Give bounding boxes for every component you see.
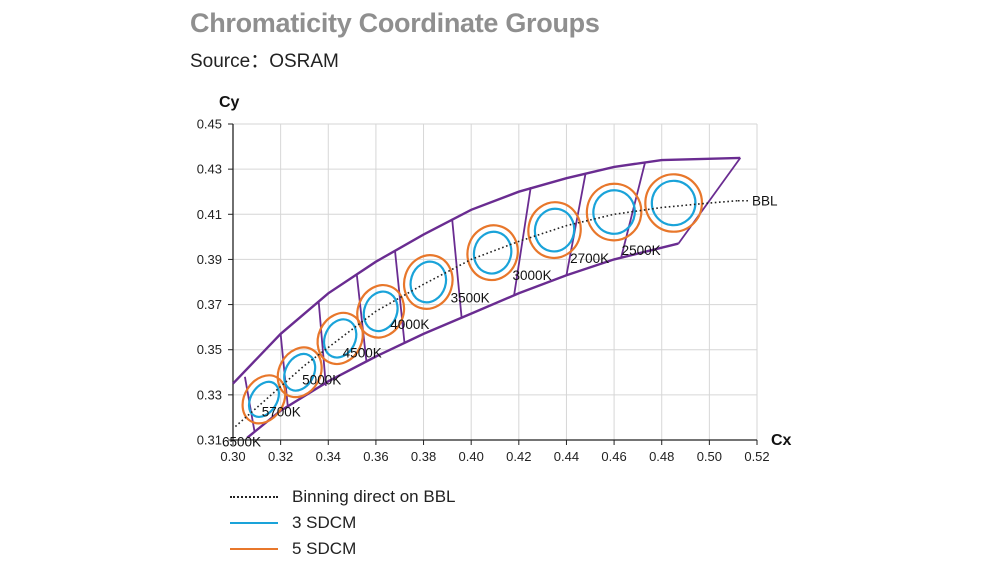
x-tick-label: 0.46 [601, 449, 626, 464]
bin-divider [565, 173, 587, 276]
cct-label: 4000K [390, 317, 429, 332]
cct-label: 5000K [302, 372, 341, 387]
orange-line-swatch [230, 548, 278, 550]
sdcm3-ellipse [362, 290, 399, 333]
axes: 0.30 0.32 0.34 0.36 0.38 0.40 0.42 0.44 0.46 0.48… [197, 94, 792, 464]
bin-divider [355, 275, 368, 362]
y-tick-label: 0.43 [197, 162, 222, 177]
y-tick-label: 0.45 [197, 117, 222, 132]
cct-label: 3000K [513, 268, 552, 283]
y-tick-label: 0.33 [197, 387, 222, 402]
bbl-curve [234, 199, 738, 428]
x-tick-label: 0.36 [363, 449, 388, 464]
cct-label: 2500K [622, 243, 661, 258]
sdcm-ellipses [241, 173, 704, 425]
envelope-upper-line [232, 156, 741, 385]
y-axis-title: Cy [219, 94, 240, 111]
bin-divider [677, 157, 742, 245]
y-tick-label: 0.35 [197, 342, 222, 357]
y-tick-label: 0.39 [197, 252, 222, 267]
bin-divider [513, 187, 532, 296]
x-tick-label: 0.52 [744, 449, 769, 464]
x-tick-label: 0.48 [649, 449, 674, 464]
sdcm5-ellipse [466, 224, 519, 282]
sdcm3-ellipse [592, 189, 636, 235]
bin-divider [451, 218, 463, 319]
x-tick-label: 0.42 [506, 449, 531, 464]
bin-divider [620, 162, 646, 258]
x-tick-label: 0.30 [220, 449, 245, 464]
chart-title: Chromaticity Coordinate Groups [190, 8, 600, 38]
sdcm3-ellipse [283, 352, 317, 392]
y-tick-label: 0.41 [197, 207, 222, 222]
blue-line-swatch [230, 522, 278, 524]
sdcm3-ellipse [322, 318, 358, 359]
sdcm5-ellipse [644, 173, 704, 233]
grid [233, 123, 758, 440]
sdcm3-ellipse [247, 380, 280, 418]
legend-label-bbl: Binning direct on BBL [292, 487, 456, 506]
cct-label: 6500K [222, 434, 261, 449]
legend-label-3sdcm: 3 SDCM [292, 513, 357, 532]
cct-label: 2700K [570, 251, 609, 266]
sdcm3-ellipse [650, 179, 697, 227]
bbl-curve-group [234, 199, 748, 428]
y-tick-label: 0.37 [197, 297, 222, 312]
cct-label: 5700K [262, 404, 301, 419]
legend: Binning direct on BBL 3 SDCM 5 SDCM [230, 484, 456, 562]
sdcm3-ellipse [472, 230, 513, 275]
legend-item-3sdcm: 3 SDCM [230, 510, 456, 536]
sdcm5-ellipse [316, 311, 364, 366]
sdcm5-ellipse [527, 201, 582, 260]
x-tick-label: 0.44 [554, 449, 579, 464]
x-tick-label: 0.40 [459, 449, 484, 464]
legend-item-5sdcm: 5 SDCM [230, 536, 456, 562]
legend-item-bbl: Binning direct on BBL [230, 484, 456, 510]
x-axis-title: Cx [771, 432, 792, 449]
cct-label: 3500K [451, 291, 490, 306]
bin-divider [317, 302, 327, 386]
sdcm5-ellipse [276, 346, 323, 399]
cct-label: 4500K [343, 345, 382, 360]
sdcm5-ellipse [356, 284, 406, 339]
sdcm5-ellipse [585, 182, 643, 242]
y-tick-label: 0.31 [197, 433, 222, 448]
x-tick-label: 0.50 [697, 449, 722, 464]
x-tick-label: 0.34 [316, 449, 341, 464]
sdcm5-ellipse [402, 254, 454, 310]
bin-divider [394, 250, 406, 344]
dotted-line-swatch [230, 496, 278, 498]
sdcm3-ellipse [409, 260, 448, 304]
x-tick-label: 0.38 [411, 449, 436, 464]
bbl-label: BBL [752, 194, 778, 209]
sdcm3-ellipse [533, 207, 576, 253]
legend-label-5sdcm: 5 SDCM [292, 539, 357, 558]
chart-source: Source：OSRAM [190, 51, 339, 72]
x-tick-label: 0.32 [268, 449, 293, 464]
